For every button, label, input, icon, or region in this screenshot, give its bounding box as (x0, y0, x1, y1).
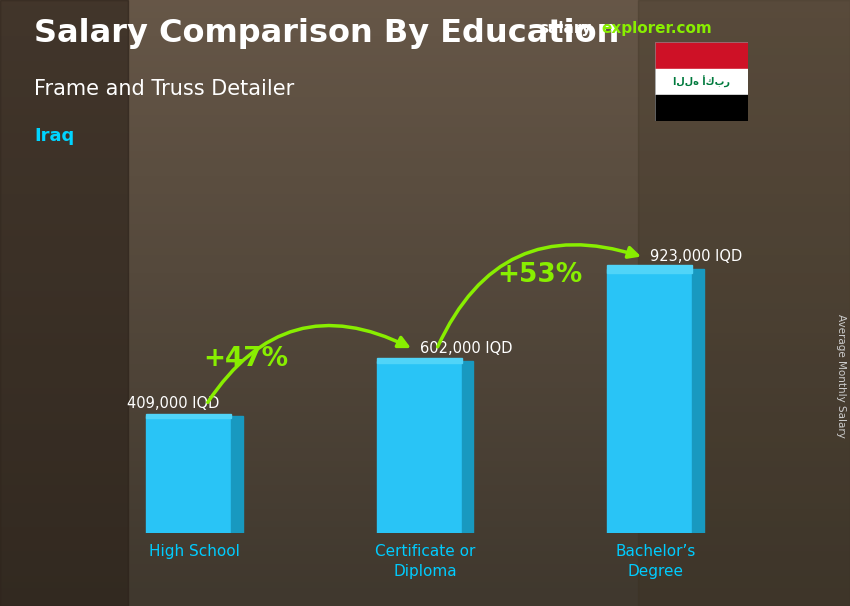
Text: +47%: +47% (203, 346, 288, 372)
Text: Iraq: Iraq (34, 127, 74, 145)
Bar (607, 269, 692, 533)
Text: Salary Comparison By Education: Salary Comparison By Education (34, 18, 620, 49)
Bar (692, 269, 704, 533)
Bar (0, 0, 128, 606)
Text: +53%: +53% (497, 262, 583, 288)
Bar (377, 358, 462, 364)
Text: 602,000 IQD: 602,000 IQD (420, 341, 513, 356)
Text: الله أكبر: الله أكبر (672, 76, 730, 88)
Bar (377, 361, 462, 533)
Text: Frame and Truss Detailer: Frame and Truss Detailer (34, 79, 294, 99)
Text: 923,000 IQD: 923,000 IQD (650, 248, 743, 264)
Bar (462, 361, 473, 533)
Text: salary: salary (540, 21, 592, 36)
Bar (607, 265, 692, 273)
Bar (638, 0, 850, 606)
Bar (146, 415, 231, 418)
Bar (654, 42, 748, 69)
Text: 409,000 IQD: 409,000 IQD (127, 396, 219, 411)
Bar (654, 69, 748, 95)
Bar (654, 95, 748, 121)
Text: explorer.com: explorer.com (601, 21, 711, 36)
Bar (146, 416, 231, 533)
Text: Average Monthly Salary: Average Monthly Salary (836, 314, 846, 438)
Bar (231, 416, 243, 533)
